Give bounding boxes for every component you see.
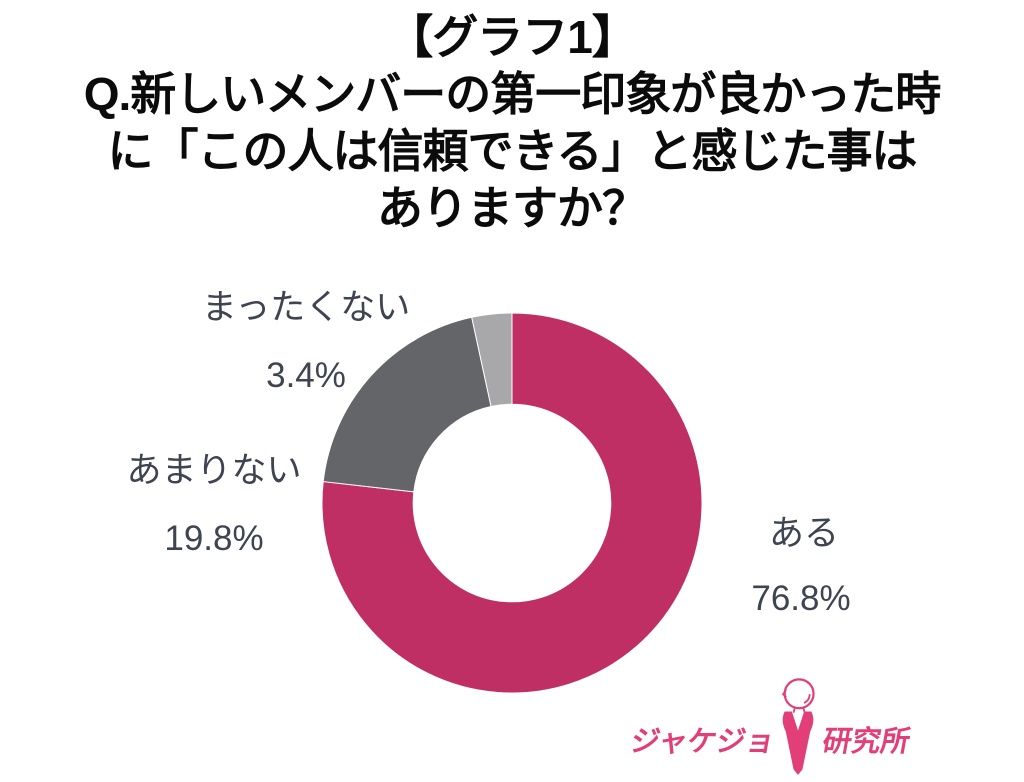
jakejo-lab-logo: ジャケジョ 研究所 [628, 672, 912, 776]
chart-title: 【グラフ1】 Q.新しいメンバーの第一印象が良かった時 に「この人は信頼できる」… [0, 9, 1024, 237]
donut-segment-1 [322, 316, 492, 493]
donut-chart [321, 312, 703, 694]
label-amarinai: あまりない [126, 451, 302, 490]
label-aru: ある [768, 514, 840, 553]
woman-in-suit-icon [781, 678, 815, 775]
title-line-2: Q.新しいメンバーの第一印象が良かった時 [83, 68, 942, 120]
donut-segment-0 [321, 312, 703, 694]
value-amarinai: 19.8% [164, 519, 264, 558]
logo-text-right: 研究所 [819, 726, 913, 758]
title-line-3: に「この人は信頼できる」と感じた事は [107, 125, 917, 177]
title-line-1: 【グラフ1】 [387, 11, 638, 63]
logo-text-left: ジャケジョ [628, 726, 778, 758]
title-line-4: ありますか？ [377, 182, 648, 234]
value-aru: 76.8% [751, 579, 851, 618]
label-mattakunai: まったくない [201, 288, 411, 327]
donut-segment-2 [471, 312, 513, 408]
value-mattakunai: 3.4% [266, 356, 346, 395]
